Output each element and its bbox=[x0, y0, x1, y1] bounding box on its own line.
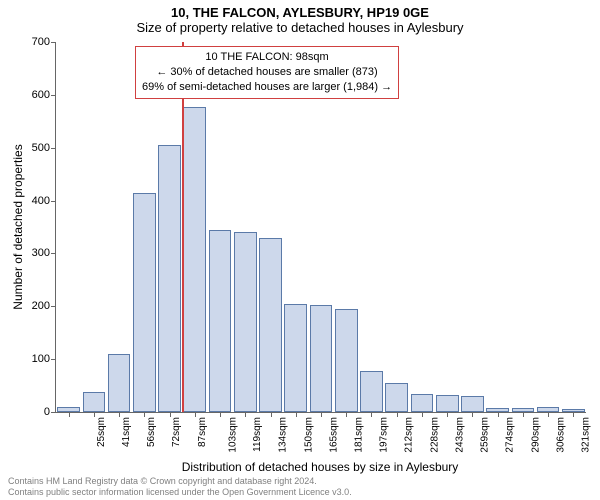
xtick-label: 72sqm bbox=[171, 417, 182, 447]
ytick-label: 0 bbox=[10, 406, 50, 418]
xtick-label: 150sqm bbox=[303, 417, 314, 453]
credit-line-2: Contains public sector information licen… bbox=[8, 487, 352, 498]
xtick-label: 103sqm bbox=[227, 417, 238, 453]
bar bbox=[436, 395, 459, 412]
xtick-mark bbox=[69, 412, 70, 417]
bar bbox=[83, 392, 106, 412]
xtick-label: 321sqm bbox=[581, 417, 592, 453]
bar bbox=[133, 193, 156, 412]
xtick-mark bbox=[94, 412, 95, 417]
page-subtitle: Size of property relative to detached ho… bbox=[0, 20, 600, 37]
xtick-label: 181sqm bbox=[354, 417, 365, 453]
ytick-label: 700 bbox=[10, 36, 50, 48]
info-line-1: 10 THE FALCON: 98sqm bbox=[142, 50, 392, 65]
xtick-label: 25sqm bbox=[96, 417, 107, 447]
xtick-label: 306sqm bbox=[555, 417, 566, 453]
page-title: 10, THE FALCON, AYLESBURY, HP19 0GE bbox=[0, 0, 600, 20]
xtick-mark bbox=[573, 412, 574, 417]
info-line-3: 69% of semi-detached houses are larger (… bbox=[142, 80, 392, 95]
xtick-mark bbox=[371, 412, 372, 417]
xtick-mark bbox=[321, 412, 322, 417]
info-line-2: ← 30% of detached houses are smaller (87… bbox=[142, 65, 392, 80]
bar bbox=[360, 371, 383, 412]
xtick-mark bbox=[498, 412, 499, 417]
bar bbox=[108, 354, 131, 412]
xtick-mark bbox=[422, 412, 423, 417]
bar bbox=[158, 145, 181, 412]
bar bbox=[385, 383, 408, 412]
ytick-mark bbox=[51, 42, 56, 43]
xtick-mark bbox=[523, 412, 524, 417]
bar bbox=[310, 305, 333, 412]
xtick-label: 243sqm bbox=[455, 417, 466, 453]
xtick-mark bbox=[296, 412, 297, 417]
ytick-mark bbox=[51, 412, 56, 413]
xtick-mark bbox=[548, 412, 549, 417]
xtick-label: 165sqm bbox=[328, 417, 339, 453]
xtick-label: 197sqm bbox=[379, 417, 390, 453]
x-axis-label: Distribution of detached houses by size … bbox=[55, 460, 585, 474]
ytick-label: 600 bbox=[10, 89, 50, 101]
xtick-label: 259sqm bbox=[480, 417, 491, 453]
xtick-label: 87sqm bbox=[197, 417, 208, 447]
xtick-label: 274sqm bbox=[505, 417, 516, 453]
xtick-mark bbox=[271, 412, 272, 417]
xtick-label: 228sqm bbox=[429, 417, 440, 453]
xtick-label: 41sqm bbox=[121, 417, 132, 447]
xtick-mark bbox=[144, 412, 145, 417]
bar bbox=[461, 396, 484, 412]
ytick-mark bbox=[51, 253, 56, 254]
xtick-mark bbox=[397, 412, 398, 417]
xtick-mark bbox=[245, 412, 246, 417]
bar bbox=[234, 232, 257, 412]
xtick-mark bbox=[195, 412, 196, 417]
xtick-label: 119sqm bbox=[252, 417, 263, 452]
bar bbox=[411, 394, 434, 413]
bar bbox=[209, 230, 232, 412]
ytick-mark bbox=[51, 148, 56, 149]
xtick-label: 212sqm bbox=[404, 417, 415, 453]
xtick-mark bbox=[220, 412, 221, 417]
xtick-mark bbox=[346, 412, 347, 417]
xtick-mark bbox=[447, 412, 448, 417]
xtick-mark bbox=[170, 412, 171, 417]
xtick-mark bbox=[119, 412, 120, 417]
y-axis-label: Number of detached properties bbox=[11, 144, 25, 309]
bar bbox=[284, 304, 307, 412]
credit-text: Contains HM Land Registry data © Crown c… bbox=[8, 476, 352, 498]
ytick-mark bbox=[51, 359, 56, 360]
bar bbox=[259, 238, 282, 412]
ytick-mark bbox=[51, 201, 56, 202]
bar bbox=[335, 309, 358, 412]
info-box: 10 THE FALCON: 98sqm ← 30% of detached h… bbox=[135, 46, 399, 99]
xtick-label: 290sqm bbox=[530, 417, 541, 453]
xtick-label: 56sqm bbox=[146, 417, 157, 447]
bar bbox=[183, 107, 206, 413]
ytick-label: 100 bbox=[10, 353, 50, 365]
ytick-mark bbox=[51, 95, 56, 96]
xtick-label: 134sqm bbox=[278, 417, 289, 453]
ytick-mark bbox=[51, 306, 56, 307]
chart-area: 010020030040050060070025sqm41sqm56sqm72s… bbox=[55, 42, 585, 412]
xtick-mark bbox=[472, 412, 473, 417]
credit-line-1: Contains HM Land Registry data © Crown c… bbox=[8, 476, 352, 487]
